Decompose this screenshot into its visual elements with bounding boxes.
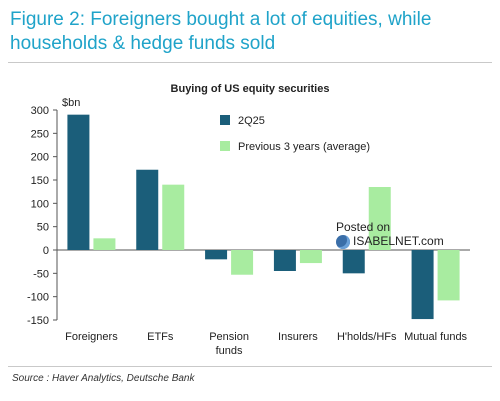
y-tick-label: 200 (31, 152, 49, 164)
x-tick-label-line: Insurers (278, 331, 318, 343)
x-axis-labels: Foreigners ETFs Pension funds Insurers H'hold… (65, 331, 467, 357)
bar-q2-2025 (205, 250, 228, 260)
y-axis-label: $bn (62, 97, 80, 109)
legend-label: Previous 3 years (average) (238, 141, 370, 153)
legend-label: 2Q25 (238, 115, 265, 127)
top-rule (8, 62, 492, 63)
bars (67, 114, 460, 320)
figure-title: Figure 2: Foreigners bought a lot of equ… (10, 9, 432, 54)
y-tick-label: 250 (31, 128, 49, 140)
y-tick-label: 0 (43, 245, 49, 257)
y-tick-label: 300 (31, 105, 49, 117)
legend: 2Q25 Previous 3 years (average) (220, 115, 370, 153)
legend-swatch (220, 141, 230, 151)
x-tick-label-line: Pension (209, 331, 249, 343)
watermark-line2: ISABELNET.com (353, 234, 444, 248)
bar-prev-3y-avg (93, 238, 116, 250)
bar-q2-2025 (136, 169, 159, 250)
y-tick-label: -100 (27, 292, 49, 304)
y-tick-label: 100 (31, 198, 49, 210)
bar-q2-2025 (67, 114, 90, 250)
x-tick-label-line: H'holds/HFs (337, 331, 397, 343)
x-tick-label-line: funds (216, 345, 243, 357)
bar-q2-2025 (342, 250, 365, 274)
bar-chart: Buying of US equity securities $bn 300 25… (27, 83, 470, 357)
bar-prev-3y-avg (299, 250, 322, 264)
bar-q2-2025 (273, 250, 296, 271)
y-tick-label: 150 (31, 175, 49, 187)
y-tick-label: 50 (37, 222, 49, 234)
y-axis: 300 250 200 150 100 50 0 -50 -100 -150 (27, 105, 470, 327)
y-tick-label: -150 (27, 315, 49, 327)
watermark: Posted on ISABELNET.com (336, 220, 476, 249)
x-tick-label: Foreigners (65, 331, 118, 343)
bar-prev-3y-avg (368, 187, 391, 250)
source-note: Source : Haver Analytics, Deutsche Bank (12, 373, 195, 384)
watermark-line1: Posted on (336, 220, 391, 234)
x-tick-label-line: Mutual funds (404, 331, 467, 343)
y-tick-label: -50 (33, 268, 49, 280)
x-tick-label-line: Foreigners (65, 331, 118, 343)
x-tick-label: Mutual funds (404, 331, 467, 343)
globe-icon (336, 234, 350, 249)
x-tick-label: Pension funds (209, 331, 249, 357)
bar-prev-3y-avg (437, 250, 460, 301)
x-tick-label: Insurers (278, 331, 318, 343)
legend-swatch (220, 115, 230, 125)
bar-q2-2025 (411, 250, 434, 320)
x-tick-label: ETFs (147, 331, 174, 343)
x-tick-label-line: ETFs (147, 331, 174, 343)
chart-title: Buying of US equity securities (171, 83, 330, 95)
x-tick-label: H'holds/HFs (337, 331, 397, 343)
bottom-rule (8, 366, 492, 367)
bar-prev-3y-avg (162, 184, 185, 250)
bar-prev-3y-avg (231, 250, 254, 275)
